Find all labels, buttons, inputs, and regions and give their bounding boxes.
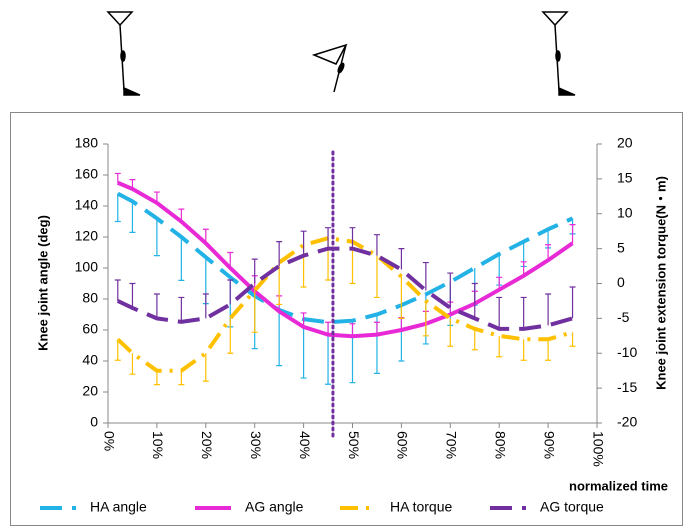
error-bar <box>178 297 184 321</box>
y2-tick-label: -5 <box>617 309 630 325</box>
y2-tick-label: 10 <box>617 204 633 220</box>
y2-tick-label: -10 <box>617 344 637 360</box>
y-tick-label: 160 <box>75 166 99 182</box>
y-tick-label: 40 <box>82 352 98 368</box>
x-tick-label: 30% <box>248 431 264 459</box>
error-bar <box>276 310 282 366</box>
x-tick-label: 20% <box>199 431 215 459</box>
y-axis-label: Knee joint angle (deg) <box>35 215 50 351</box>
error-bar <box>115 280 121 301</box>
error-bar <box>129 353 135 374</box>
y-tick-label: 180 <box>75 135 99 151</box>
y2-axis-label: Knee joint extension torque(N・m) <box>653 176 668 390</box>
y-tick-label: 20 <box>82 383 98 399</box>
x-tick-label: 0% <box>101 431 117 451</box>
y2-tick-label: 5 <box>617 239 625 255</box>
series-line <box>118 238 573 371</box>
error-bar <box>154 371 160 385</box>
y2-tick-label: -20 <box>617 414 637 430</box>
error-bar <box>570 287 576 318</box>
x-tick-label: 40% <box>297 431 313 459</box>
error-bar <box>374 235 380 256</box>
error-bar <box>154 294 160 318</box>
error-bar <box>115 194 121 222</box>
error-bar <box>545 339 551 360</box>
chart-frame <box>11 113 683 526</box>
y-tick-label: 0 <box>90 414 98 430</box>
error-bar <box>521 297 527 328</box>
x-tick-label: 10% <box>150 431 166 459</box>
error-bar <box>154 218 160 255</box>
y-tick-label: 140 <box>75 197 99 213</box>
error-bar <box>203 353 209 381</box>
error-bar <box>374 256 380 298</box>
x-tick-label: 60% <box>395 431 411 459</box>
error-bar <box>423 301 429 336</box>
y-tick-label: 60 <box>82 321 98 337</box>
error-bar <box>252 259 258 283</box>
error-bar <box>496 297 502 328</box>
error-bar <box>447 318 453 346</box>
legend-label: HA angle <box>90 499 147 515</box>
error-bar <box>350 228 356 249</box>
y2-tick-label: -15 <box>617 379 637 395</box>
y2-tick-label: 15 <box>617 170 633 186</box>
error-bar <box>115 173 121 182</box>
x-tick-label: 100% <box>590 431 606 467</box>
x-tick-label: 70% <box>444 431 460 459</box>
y-tick-label: 120 <box>75 228 99 244</box>
error-bar <box>203 294 209 318</box>
error-bar <box>472 329 478 350</box>
x-tick-label: 80% <box>492 431 508 459</box>
error-bar <box>129 201 135 232</box>
stick-figures <box>108 12 575 95</box>
y-tick-label: 100 <box>75 259 99 275</box>
legend-label: HA torque <box>390 499 452 515</box>
error-bar <box>178 237 184 280</box>
error-bar <box>227 280 233 304</box>
error-bar <box>301 231 307 255</box>
series-line <box>118 183 573 336</box>
series-line <box>118 194 573 323</box>
error-bar <box>545 294 551 325</box>
error-bar <box>178 371 184 385</box>
error-bar <box>398 277 404 319</box>
x-axis-label: normalized time <box>569 478 668 493</box>
y2-tick-label: 20 <box>617 135 633 151</box>
legend-label: AG angle <box>245 499 304 515</box>
y-tick-label: 80 <box>82 290 98 306</box>
chart: Knee joint angle (deg) Knee joint extens… <box>0 0 683 526</box>
error-bar <box>521 339 527 360</box>
error-bar <box>227 318 233 353</box>
y2-tick-label: 0 <box>617 274 625 290</box>
legend-label: AG torque <box>540 499 604 515</box>
error-bar <box>129 284 135 308</box>
x-tick-label: 90% <box>541 431 557 459</box>
error-bar <box>570 332 576 346</box>
error-bar <box>496 336 502 357</box>
x-tick-label: 50% <box>346 431 362 459</box>
